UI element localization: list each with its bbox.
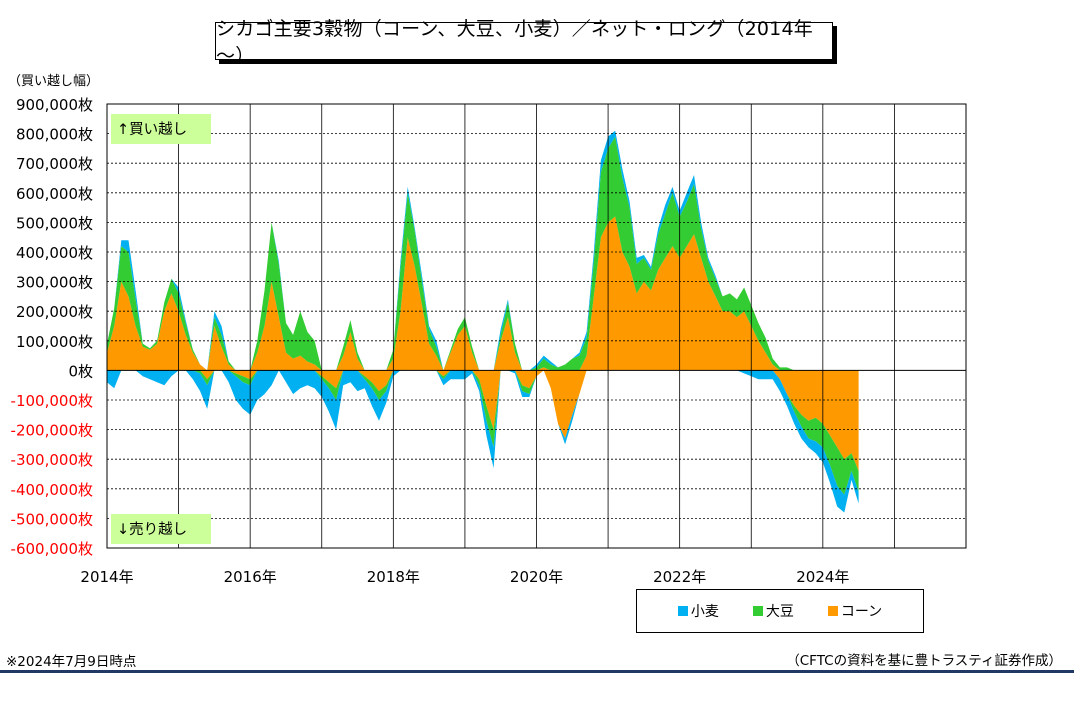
- y-tick-label-13: -400,000枚: [11, 481, 93, 499]
- legend-label-wheat: 小麦: [690, 604, 719, 620]
- plot-border: [106, 103, 967, 549]
- y-tick-label-6: 300,000枚: [16, 274, 93, 292]
- x-tick-label-1: 2016年: [224, 568, 277, 586]
- series-area-positive-0: [107, 216, 859, 371]
- y-tick-label-3: 600,000枚: [16, 185, 93, 203]
- y-tick-label-5: 400,000枚: [16, 244, 93, 262]
- legend-swatch-soybean: [752, 606, 763, 616]
- source-note: （CFTCの資料を基に豊トラスティ証券作成）: [786, 653, 1062, 669]
- legend-item-wheat: 小麦: [677, 601, 719, 621]
- annotation-label-0: ↑買い越し: [117, 121, 187, 138]
- annotation-box-0: [111, 114, 211, 144]
- annotation-box-1: [111, 514, 211, 544]
- x-tick-label-0: 2014年: [80, 568, 133, 586]
- legend-label-corn: コーン: [840, 604, 883, 620]
- y-tick-label-15: -600,000枚: [11, 540, 93, 558]
- x-tick-label-3: 2020年: [510, 568, 563, 586]
- legend-label-soybean: 大豆: [765, 604, 794, 620]
- chart-title-box: シカゴ主要3穀物（コーン、大豆、小麦）／ネット・ロング（2014年～）: [215, 18, 833, 67]
- legend-swatch-wheat: [677, 606, 688, 616]
- y-tick-label-10: -100,000枚: [11, 392, 93, 410]
- y-tick-label-9: 0枚: [68, 362, 93, 380]
- y-axis-unit-label: （買い越し幅）: [8, 74, 100, 89]
- bottom-divider: [0, 670, 1074, 673]
- x-tick-label-5: 2024年: [796, 568, 849, 586]
- y-tick-label-8: 100,000枚: [16, 333, 93, 351]
- y-tick-label-14: -500,000枚: [11, 510, 93, 528]
- legend-swatch-corn: [827, 606, 838, 616]
- x-tick-label-2: 2018年: [367, 568, 420, 586]
- y-tick-label-4: 500,000枚: [16, 214, 93, 232]
- legend-item-soybean: 大豆: [752, 601, 794, 621]
- y-tick-label-7: 200,000枚: [16, 303, 93, 321]
- legend-item-corn: コーン: [827, 601, 883, 621]
- series-area-negative-0: [107, 370, 859, 471]
- y-tick-label-1: 800,000枚: [16, 126, 93, 144]
- net-long-area-chart: 900,000枚 800,000枚 700,000枚 600,000枚 500,000枚…: [11, 96, 967, 586]
- y-tick-label-0: 900,000枚: [16, 96, 93, 114]
- annotation-label-1: ↓売り越し: [117, 521, 187, 538]
- chart-title: シカゴ主要3穀物（コーン、大豆、小麦）／ネット・ロング（2014年～）: [216, 18, 813, 67]
- series-area-negative-1: [107, 370, 859, 495]
- y-tick-label-12: -300,000枚: [11, 451, 93, 469]
- legend: 小麦 大豆 コーン: [636, 589, 924, 633]
- y-tick-label-11: -200,000枚: [11, 422, 93, 440]
- y-tick-label-2: 700,000枚: [16, 155, 93, 173]
- x-tick-label-4: 2022年: [653, 568, 706, 586]
- date-footnote: ※2024年7月9日時点: [6, 654, 137, 670]
